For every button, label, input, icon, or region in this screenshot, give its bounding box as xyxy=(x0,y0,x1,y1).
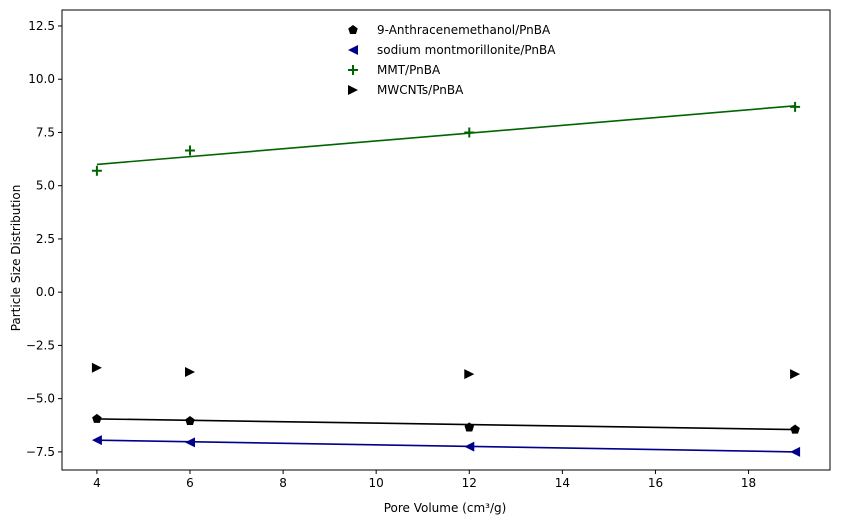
data-point xyxy=(790,101,801,112)
y-tick-label: 5.0 xyxy=(36,179,55,193)
y-tick-label: −2.5 xyxy=(26,338,55,352)
fit-line xyxy=(96,418,796,431)
data-point xyxy=(464,422,475,432)
series-3 xyxy=(91,362,801,380)
series-0 xyxy=(92,413,800,434)
y-tick-label: 2.5 xyxy=(36,232,55,246)
data-point xyxy=(185,367,195,378)
data-point xyxy=(185,145,195,156)
data-point xyxy=(464,441,475,452)
legend-label: MWCNTs/PnBA xyxy=(377,83,464,97)
x-tick-label: 4 xyxy=(93,476,101,490)
legend-marker xyxy=(348,65,358,75)
y-tick-label: −5.0 xyxy=(26,392,55,406)
legend-label: 9-Anthracenemethanol/PnBA xyxy=(377,23,551,37)
x-tick-label: 16 xyxy=(648,476,663,490)
data-point xyxy=(185,437,195,448)
legend: 9-Anthracenemethanol/PnBA sodium montmori… xyxy=(348,23,556,97)
data-point xyxy=(464,127,475,138)
plot-area xyxy=(61,9,831,471)
fit-line xyxy=(96,439,796,453)
data-point xyxy=(790,424,800,434)
data-point xyxy=(92,413,102,423)
legend-marker xyxy=(348,45,358,55)
fit-line xyxy=(96,105,796,166)
plot-frame xyxy=(61,9,831,471)
y-tick-label: 0.0 xyxy=(36,285,55,299)
x-tick-label: 18 xyxy=(741,476,756,490)
x-tick-label: 8 xyxy=(279,476,287,490)
y-tick-label: 10.0 xyxy=(28,72,55,86)
y-tick-label: 12.5 xyxy=(28,19,55,33)
series-1 xyxy=(91,435,801,457)
data-point xyxy=(91,362,102,373)
data-point xyxy=(91,435,102,446)
data-point xyxy=(185,416,195,426)
data-point xyxy=(790,446,801,457)
series-2 xyxy=(91,101,801,176)
x-tick-label: 14 xyxy=(555,476,570,490)
x-axis: 4 6 8 10 12 14 16 18 xyxy=(93,470,756,490)
x-tick-label: 10 xyxy=(369,476,384,490)
x-tick-label: 12 xyxy=(462,476,477,490)
y-axis-label: Particle Size Distribution xyxy=(9,185,23,332)
legend-marker xyxy=(348,25,358,35)
legend-label: sodium montmorillonite/PnBA xyxy=(377,43,556,57)
legend-label: MMT/PnBA xyxy=(377,63,441,77)
legend-marker xyxy=(348,85,358,95)
data-point xyxy=(790,369,801,380)
y-tick-label: −7.5 xyxy=(26,445,55,459)
y-axis: −7.5 −5.0 −2.5 0.0 2.5 5.0 7.5 10.0 12.5 xyxy=(26,19,62,459)
data-point xyxy=(91,165,102,176)
x-tick-label: 6 xyxy=(186,476,194,490)
data-point xyxy=(464,369,475,380)
y-tick-label: 7.5 xyxy=(36,125,55,139)
x-axis-label: Pore Volume (cm³/g) xyxy=(384,501,507,515)
